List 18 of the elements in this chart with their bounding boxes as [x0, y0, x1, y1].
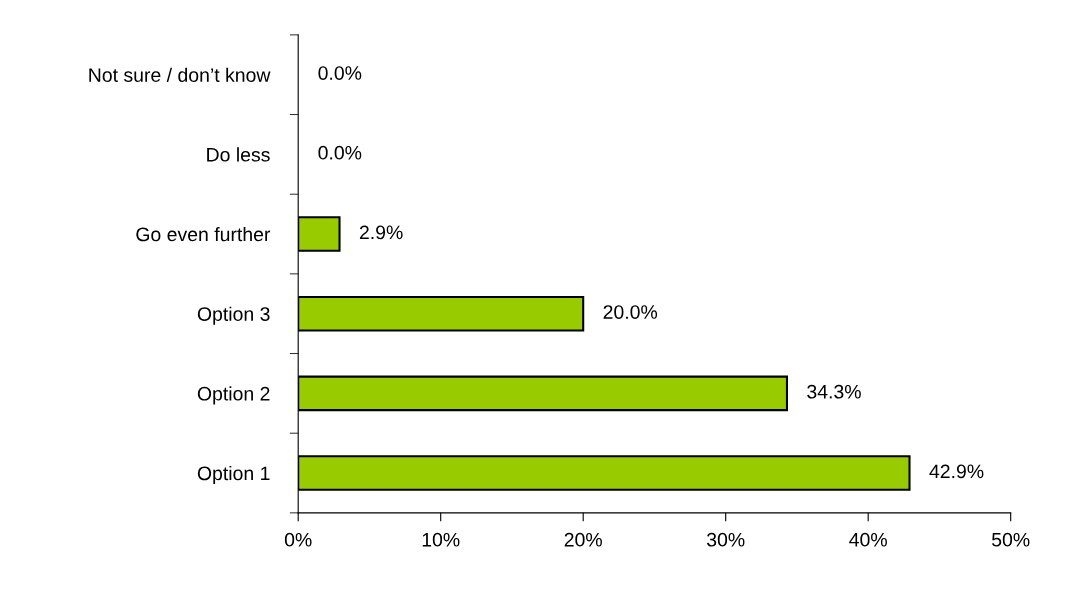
y-tick-label: Do less — [207, 147, 270, 162]
data-label: 0.0% — [318, 66, 362, 80]
data-label: 20.0% — [603, 305, 658, 319]
x-tick-label: 30% — [706, 532, 745, 547]
x-tick-label: 10% — [422, 532, 460, 547]
y-tick-label: Not sure / don’t know — [89, 67, 271, 82]
x-tick-label: 0% — [284, 532, 312, 547]
y-tick-label: Go even further — [136, 226, 271, 242]
y-tick-label: Option 3 — [197, 306, 270, 325]
y-tick-label: Option 1 — [197, 465, 270, 485]
data-label: 2.9% — [359, 225, 403, 240]
data-label: 0.0% — [318, 145, 362, 160]
x-tick-label: 20% — [564, 532, 602, 547]
y-tick-label: Option 2 — [197, 386, 270, 405]
data-label: 42.9% — [929, 464, 984, 479]
data-label: 34.3% — [807, 384, 861, 399]
x-tick-label: 40% — [849, 532, 887, 547]
x-tick-label: 50% — [992, 532, 1030, 547]
